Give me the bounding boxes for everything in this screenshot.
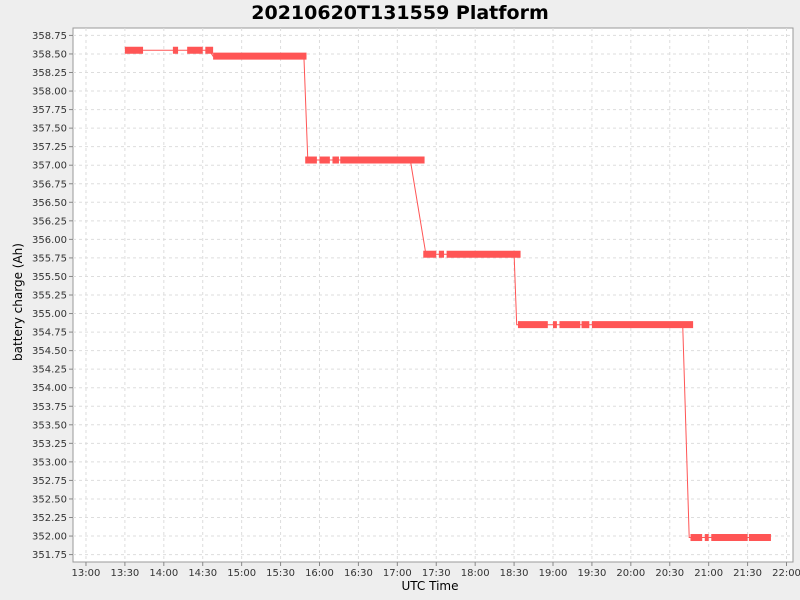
- x-tick-label: 19:00: [539, 568, 568, 579]
- x-tick-label: 15:30: [266, 568, 295, 579]
- y-tick-label: 358.00: [32, 87, 67, 98]
- x-tick-label: 13:00: [72, 568, 101, 579]
- x-tick-label: 18:00: [461, 568, 490, 579]
- y-tick-label: 355.50: [32, 272, 67, 283]
- x-axis-label: UTC Time: [402, 579, 459, 593]
- x-tick-label: 17:00: [383, 568, 412, 579]
- x-tick-label: 22:00: [772, 568, 800, 579]
- y-tick-label: 358.50: [32, 49, 67, 60]
- gridlines: [73, 28, 793, 562]
- y-tick-label: 352.00: [32, 532, 67, 543]
- x-tick-label: 16:00: [305, 568, 334, 579]
- y-tick-label: 352.75: [32, 476, 67, 487]
- x-tick-label: 13:30: [110, 568, 139, 579]
- y-tick-label: 355.00: [32, 309, 67, 320]
- y-tick-label: 353.50: [32, 420, 67, 431]
- y-tick-label: 356.25: [32, 216, 67, 227]
- y-tick-label: 353.00: [32, 457, 67, 468]
- y-tick-label: 351.75: [32, 550, 67, 561]
- x-tick-label: 15:00: [227, 568, 256, 579]
- y-axis-label: battery charge (Ah): [11, 243, 25, 361]
- y-axis-ticks: 351.75 352.00 352.25 352.50 352.75 353.00 353.…: [32, 31, 73, 561]
- y-tick-label: 352.50: [32, 494, 67, 505]
- x-tick-label: 20:30: [655, 568, 684, 579]
- y-tick-label: 358.25: [32, 68, 67, 79]
- x-tick-label: 18:30: [500, 568, 529, 579]
- y-tick-label: 357.50: [32, 124, 67, 135]
- y-tick-label: 354.75: [32, 328, 67, 339]
- x-tick-label: 16:30: [344, 568, 373, 579]
- y-tick-label: 353.25: [32, 439, 67, 450]
- y-tick-label: 355.25: [32, 291, 67, 302]
- y-tick-label: 356.75: [32, 179, 67, 190]
- y-tick-label: 354.50: [32, 346, 67, 357]
- chart-title: 20210620T131559 Platform: [251, 2, 549, 24]
- y-tick-label: 356.50: [32, 198, 67, 209]
- y-tick-label: 354.00: [32, 383, 67, 394]
- y-tick-label: 358.75: [32, 31, 67, 42]
- x-tick-label: 21:30: [733, 568, 762, 579]
- y-tick-label: 357.75: [32, 105, 67, 116]
- x-tick-label: 20:00: [616, 568, 645, 579]
- x-tick-label: 14:00: [149, 568, 178, 579]
- y-tick-label: 355.75: [32, 253, 67, 264]
- y-tick-label: 354.25: [32, 365, 67, 376]
- series-battery-charge: [124, 46, 771, 542]
- y-tick-label: 357.00: [32, 161, 67, 172]
- x-tick-label: 19:30: [578, 568, 607, 579]
- x-axis-ticks: 13:00 13:30 14:00 14:30 15:00 15:30 16:00 16:30…: [72, 562, 800, 579]
- x-tick-label: 14:30: [188, 568, 217, 579]
- y-tick-label: 356.00: [32, 235, 67, 246]
- x-tick-label: 21:00: [694, 568, 723, 579]
- x-tick-label: 17:30: [422, 568, 451, 579]
- y-tick-label: 352.25: [32, 513, 67, 524]
- y-tick-label: 357.25: [32, 142, 67, 153]
- y-tick-label: 353.75: [32, 402, 67, 413]
